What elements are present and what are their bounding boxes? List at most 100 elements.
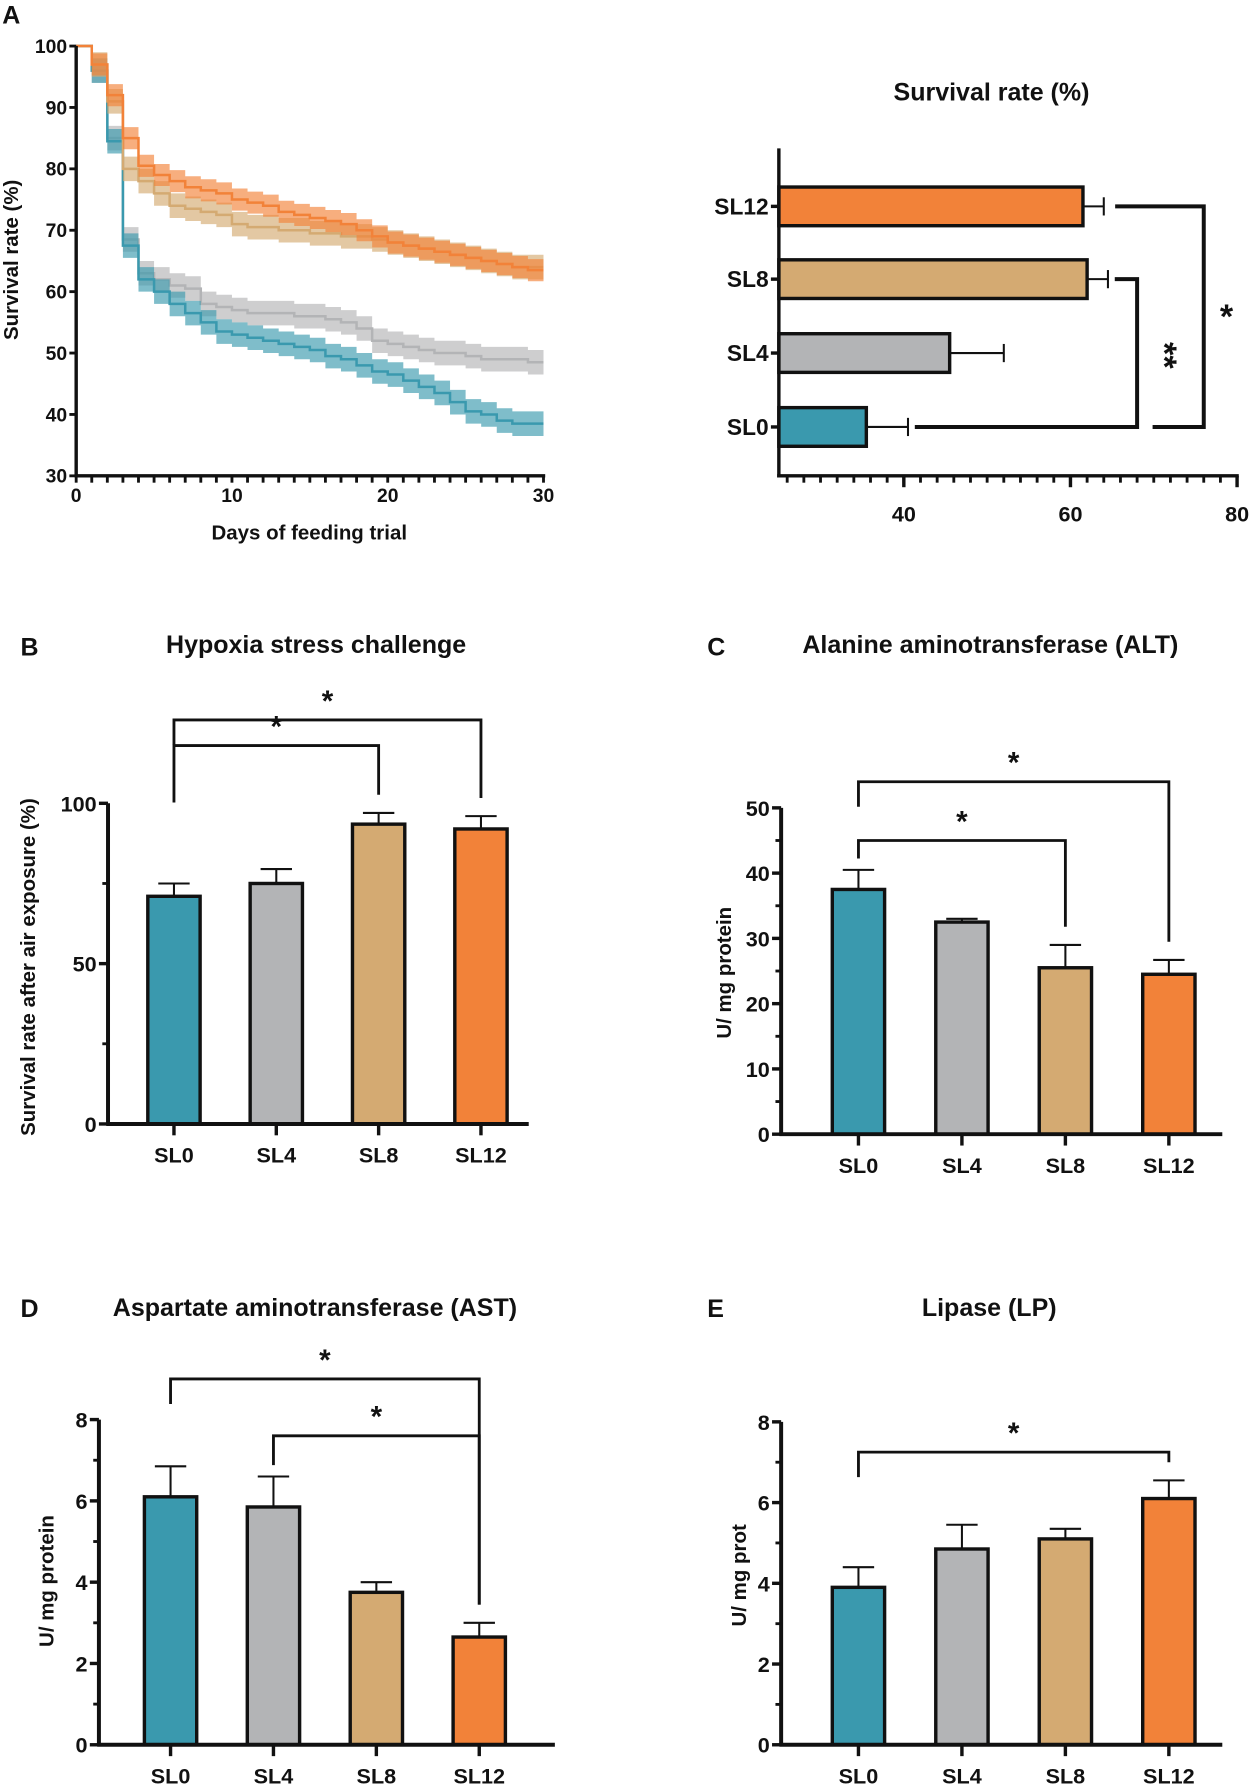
bar-sl12 xyxy=(1141,1496,1197,1747)
significance-bracket xyxy=(272,1434,481,1605)
significance-label: * xyxy=(1220,298,1234,336)
category-label: SL12 xyxy=(453,1763,505,1784)
category-label: SL8 xyxy=(727,266,769,292)
bar-sl4 xyxy=(777,332,952,375)
a-y-tick-label: 70 xyxy=(46,221,67,242)
y-tick-label: 4 xyxy=(76,1570,88,1595)
bar-sl0 xyxy=(146,894,202,1126)
survival-band-sl8 xyxy=(76,46,544,280)
significance-bracket xyxy=(169,1377,481,1605)
significance-bracket xyxy=(857,1450,1171,1478)
significance-bracket xyxy=(1115,204,1206,429)
significance-label: * xyxy=(371,1401,383,1434)
panel-letter-b: B xyxy=(20,633,38,661)
a-y-tick-label: 40 xyxy=(46,405,67,426)
y-tick-label: 0 xyxy=(758,1733,770,1758)
y-tick-label: 8 xyxy=(76,1408,88,1433)
bar-sl12 xyxy=(777,185,1085,228)
significance-label: * xyxy=(271,711,283,744)
category-label: SL0 xyxy=(151,1763,191,1784)
a-y-tick-label: 100 xyxy=(35,37,67,58)
category-label: SL12 xyxy=(1143,1153,1195,1178)
category-label: SL4 xyxy=(254,1763,294,1784)
category-label: SL12 xyxy=(455,1143,507,1168)
survival-band-sl0 xyxy=(76,46,544,436)
y-tick-label: 100 xyxy=(61,791,97,816)
bar-sl12 xyxy=(1141,972,1197,1136)
y-tick-label: 8 xyxy=(758,1410,770,1435)
y-tick-label: 2 xyxy=(758,1652,770,1677)
a-y-tick-label: 60 xyxy=(46,282,67,303)
panel-letter-e: E xyxy=(707,1295,724,1323)
y-tick-label: 6 xyxy=(758,1491,770,1516)
d-y-axis-label: U/ mg protein xyxy=(35,1515,58,1647)
a-bar-x-tick-label: 60 xyxy=(1058,501,1082,526)
category-label: SL4 xyxy=(942,1763,982,1784)
y-tick-label: 0 xyxy=(85,1112,97,1137)
bar-sl4 xyxy=(934,920,990,1136)
a-y-tick-label: 80 xyxy=(46,160,67,181)
bar-sl0 xyxy=(830,1585,887,1747)
y-tick-label: 30 xyxy=(746,926,770,951)
category-label: SL4 xyxy=(256,1143,296,1168)
bar-sl8 xyxy=(350,822,407,1126)
survival-line-sl12 xyxy=(76,44,544,272)
significance-label: * xyxy=(322,685,334,718)
bar-sl8 xyxy=(1037,966,1094,1136)
significance-label: * xyxy=(1008,1417,1020,1450)
a-x-tick-label: 0 xyxy=(71,486,82,507)
category-label: SL0 xyxy=(839,1763,879,1784)
c-y-axis-label: U/ mg protein xyxy=(713,907,736,1039)
a-x-tick-label: 30 xyxy=(533,486,554,507)
panel-letter-d: D xyxy=(20,1295,38,1323)
category-label: SL8 xyxy=(1046,1153,1086,1178)
survival-line-sl0 xyxy=(76,44,544,425)
a-bar-title: Survival rate (%) xyxy=(894,79,1090,107)
category-label: SL12 xyxy=(1143,1763,1195,1784)
a-x-tick-label: 20 xyxy=(377,486,398,507)
survival-band-sl12 xyxy=(76,46,544,282)
b-y-axis-label: Survival rate after air exposure (%) xyxy=(17,798,40,1136)
significance-bracket xyxy=(857,839,1067,927)
y-tick-label: 4 xyxy=(758,1571,770,1596)
a-x-tick-label: 10 xyxy=(221,486,242,507)
bar-sl12 xyxy=(451,1635,508,1747)
y-tick-label: 2 xyxy=(76,1651,88,1676)
bar-sl0 xyxy=(777,405,869,448)
significance-bracket xyxy=(857,780,1171,942)
significance-label: ** xyxy=(1145,342,1183,369)
category-label: SL12 xyxy=(714,193,768,219)
y-tick-label: 6 xyxy=(76,1489,88,1514)
bar-sl4 xyxy=(245,1505,302,1747)
category-label: SL0 xyxy=(727,414,769,440)
y-tick-label: 40 xyxy=(746,861,770,886)
significance-label: * xyxy=(1008,747,1020,780)
panel-letter-a: A xyxy=(2,1,20,29)
a-y-tick-label: 90 xyxy=(46,98,67,119)
bar-sl8 xyxy=(1037,1537,1094,1747)
significance-label: * xyxy=(319,1344,331,1377)
e-y-axis-label: U/ mg prot xyxy=(728,1524,751,1626)
survival-band-sl4 xyxy=(76,46,544,375)
a-bar-x-tick-label: 40 xyxy=(892,501,916,526)
significance-bracket xyxy=(914,277,1140,429)
category-label: SL8 xyxy=(1046,1763,1086,1784)
panel-letter-c: C xyxy=(707,633,725,661)
c-title: Alanine aminotransferase (ALT) xyxy=(802,631,1178,659)
a-x-axis-label: Days of feeding trial xyxy=(212,522,407,545)
category-label: SL8 xyxy=(357,1763,397,1784)
significance-label: * xyxy=(956,805,968,838)
a-y-tick-label: 50 xyxy=(46,344,67,365)
y-tick-label: 20 xyxy=(746,992,770,1017)
bar-sl12 xyxy=(453,827,509,1126)
bar-sl4 xyxy=(934,1547,990,1747)
bar-sl0 xyxy=(830,887,887,1136)
d-title: Aspartate aminotransferase (AST) xyxy=(113,1294,517,1322)
bar-sl8 xyxy=(348,1590,405,1747)
category-label: SL4 xyxy=(727,340,769,366)
bar-sl4 xyxy=(248,881,305,1126)
category-label: SL8 xyxy=(359,1143,399,1168)
y-tick-label: 50 xyxy=(746,796,770,821)
